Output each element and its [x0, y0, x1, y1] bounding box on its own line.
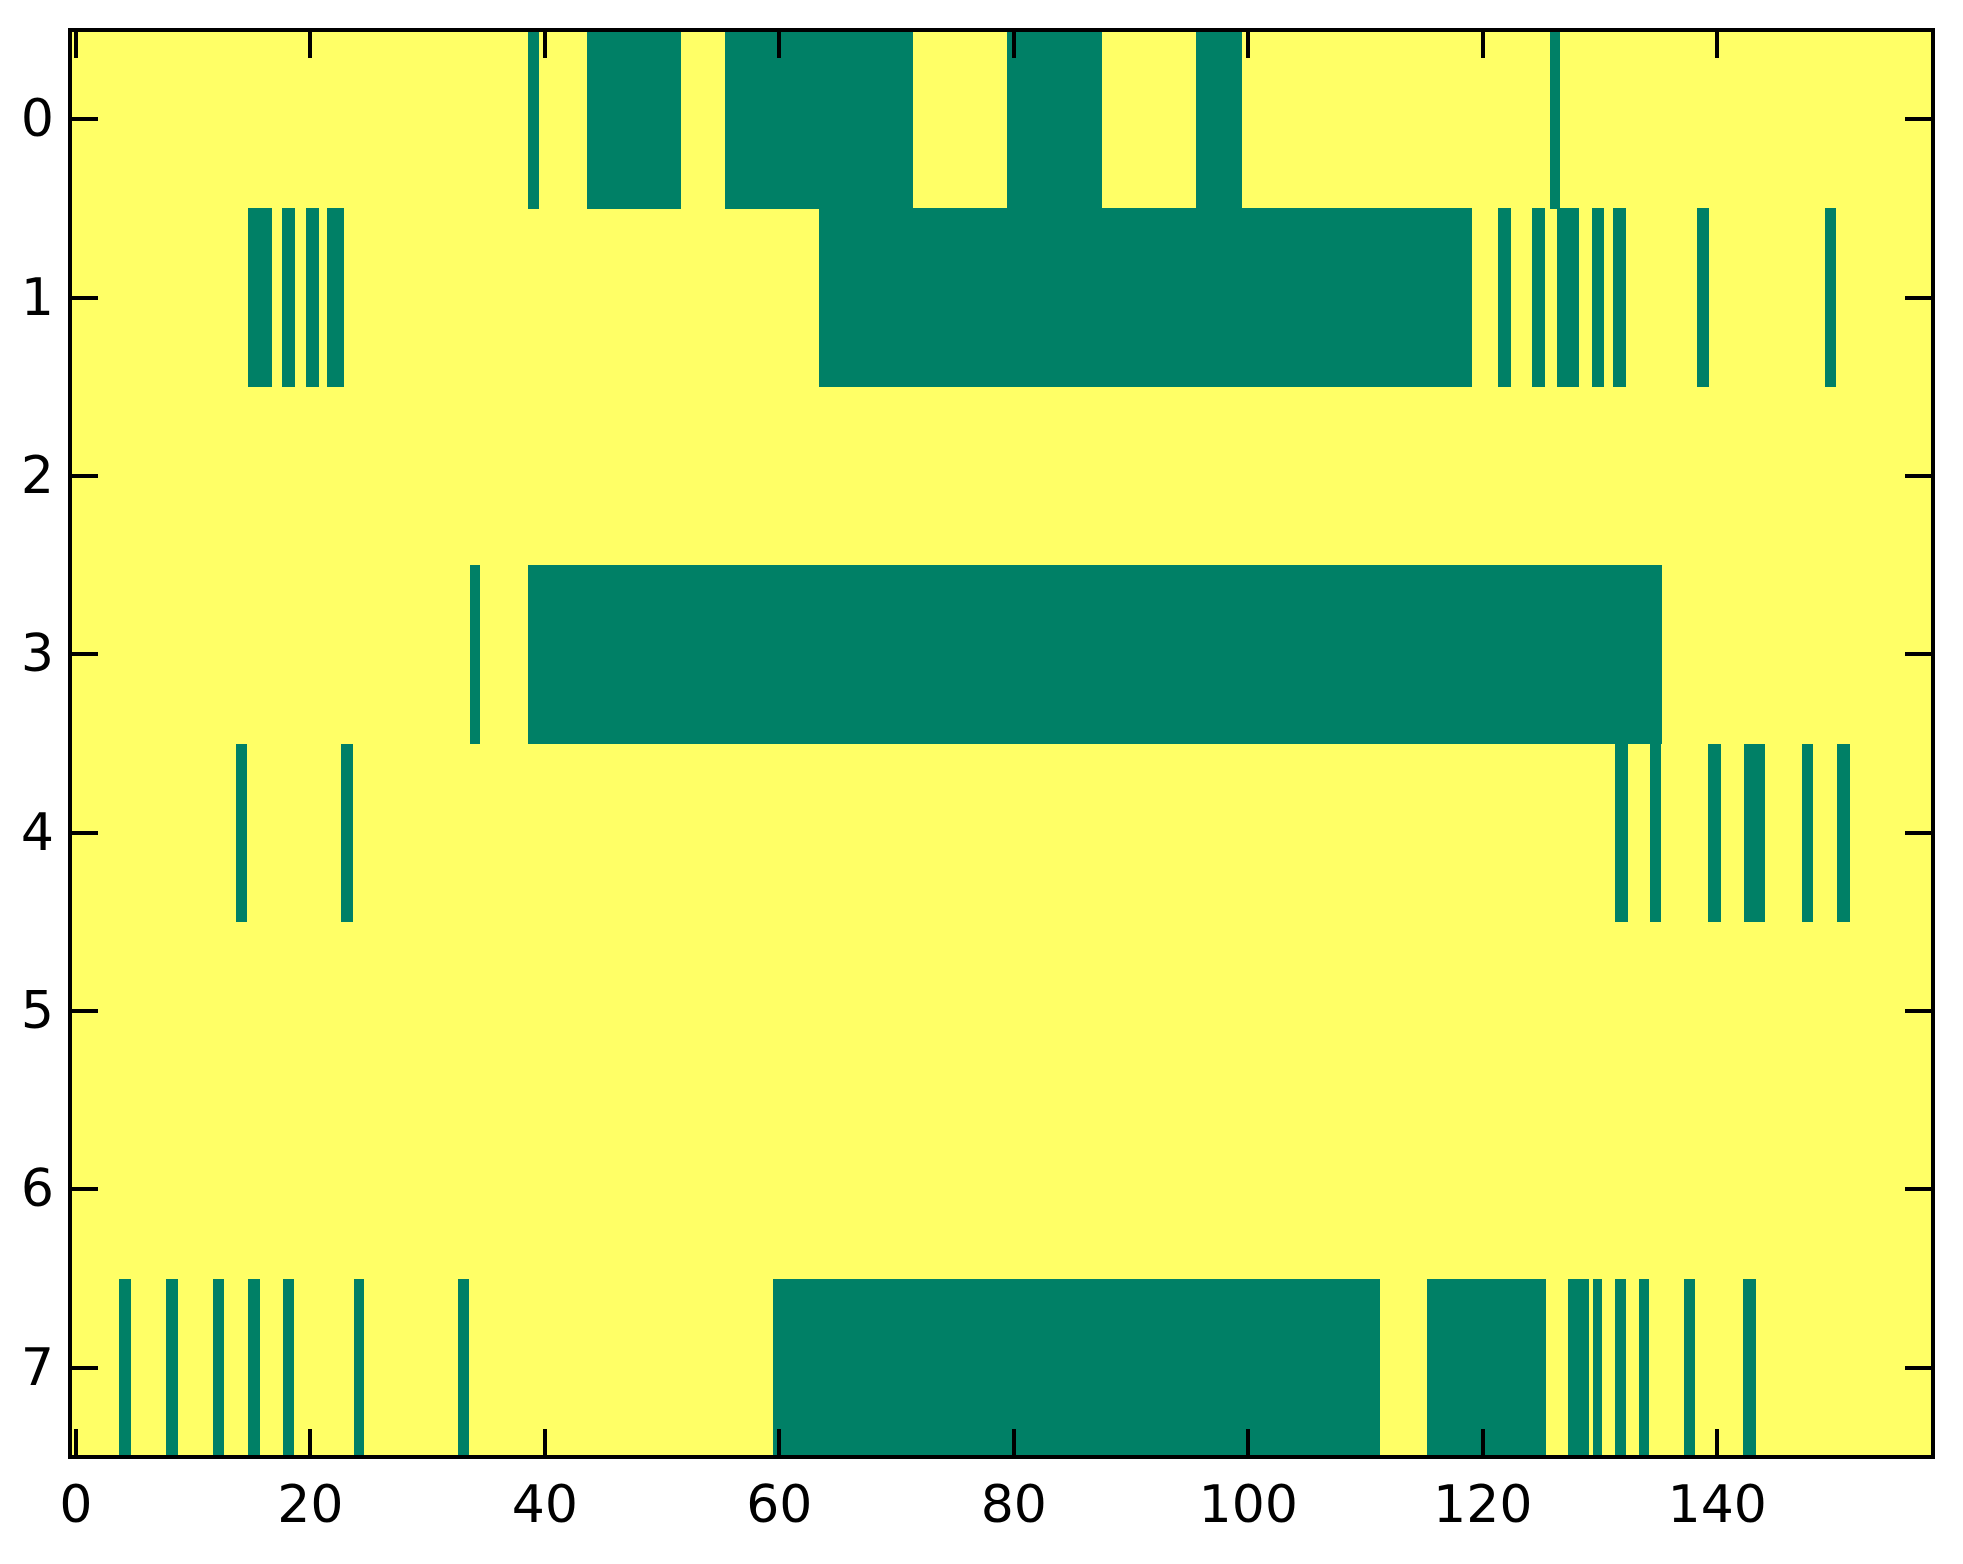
x-tick-label-80: 80	[980, 1475, 1047, 1535]
x-tick-mark-20	[308, 1429, 313, 1457]
x-tick-mark-120	[1480, 1429, 1485, 1457]
heatmap-segment-row4	[1744, 743, 1766, 923]
x-tick-label-60: 60	[746, 1475, 813, 1535]
heatmap-segment-row7	[213, 1278, 224, 1458]
heatmap-segment-row1	[1532, 208, 1545, 388]
heatmap-segment-row1	[305, 208, 319, 388]
x-tick-label-100: 100	[1198, 1475, 1298, 1535]
heatmap-segment-row7	[283, 1278, 294, 1458]
heatmap-segment-row4	[1801, 743, 1814, 923]
heatmap-segment-row0	[725, 30, 913, 209]
heatmap-segment-row7	[1743, 1278, 1756, 1458]
heatmap-segment-row1	[282, 208, 296, 388]
heatmap-segment-row1	[326, 208, 345, 388]
y-tick-mark-6	[1905, 1187, 1933, 1192]
heatmap-segment-row0	[1006, 30, 1102, 209]
x-tick-label-0: 0	[59, 1475, 93, 1535]
heatmap-segment-row4	[340, 743, 353, 923]
y-tick-mark-0	[70, 117, 98, 122]
x-tick-mark-80	[1011, 1429, 1016, 1457]
x-tick-mark-80	[1011, 30, 1016, 58]
heatmap-segment-row7	[248, 1278, 260, 1458]
heatmap-segment-row7	[773, 1278, 1380, 1458]
y-tick-mark-5	[70, 1009, 98, 1014]
heatmap-segment-row0	[587, 30, 681, 209]
heatmap-segment-row7	[1592, 1278, 1603, 1458]
heatmap-segment-row0	[528, 30, 539, 209]
x-tick-mark-40	[542, 30, 547, 58]
x-tick-mark-20	[308, 30, 313, 58]
heatmap-segment-row3	[469, 565, 481, 744]
y-tick-mark-7	[70, 1365, 98, 1370]
x-tick-mark-100	[1246, 1429, 1251, 1457]
heatmap-segment-row1	[1825, 208, 1836, 388]
heatmap-segment-row4	[1615, 743, 1629, 923]
y-tick-mark-4	[1905, 830, 1933, 835]
heatmap-segment-row7	[458, 1278, 469, 1458]
heatmap-segment-row7	[1426, 1278, 1547, 1458]
heatmap-segment-row7	[166, 1278, 178, 1458]
heatmap-segment-row7	[1684, 1278, 1695, 1458]
heatmap-segment-row3	[528, 565, 1663, 744]
heatmap-segment-row7	[353, 1278, 365, 1458]
y-tick-mark-3	[1905, 652, 1933, 657]
x-tick-label-20: 20	[277, 1475, 344, 1535]
heatmap-segment-row1	[1498, 208, 1511, 388]
heatmap-segment-row7	[1638, 1278, 1650, 1458]
heatmap-segment-row7	[1568, 1278, 1590, 1458]
heatmap-segment-row1	[819, 208, 1473, 388]
x-tick-mark-40	[542, 1429, 547, 1457]
y-tick-label-7: 7	[20, 1337, 54, 1398]
heatmap-segment-row1	[1591, 208, 1604, 388]
y-tick-label-2: 2	[20, 445, 54, 506]
x-tick-mark-60	[777, 30, 782, 58]
y-tick-label-5: 5	[20, 981, 54, 1042]
x-tick-mark-60	[777, 1429, 782, 1457]
y-tick-mark-1	[70, 295, 98, 300]
x-tick-mark-120	[1480, 30, 1485, 58]
y-tick-label-4: 4	[20, 802, 54, 863]
y-tick-mark-1	[1905, 295, 1933, 300]
x-tick-mark-0	[73, 1429, 78, 1457]
x-tick-label-120: 120	[1433, 1475, 1533, 1535]
heatmap-segment-row0	[1549, 30, 1561, 209]
y-tick-label-1: 1	[20, 267, 54, 328]
heatmap-segment-row0	[1195, 30, 1243, 209]
y-tick-label-3: 3	[20, 624, 54, 685]
heatmap-segment-row1	[1697, 208, 1710, 388]
y-tick-label-0: 0	[20, 89, 54, 150]
y-tick-mark-3	[70, 652, 98, 657]
x-tick-label-140: 140	[1667, 1475, 1767, 1535]
heatmap-segment-row4	[1650, 743, 1661, 923]
heatmap-segment-row1	[1612, 208, 1626, 388]
heatmap-segment-row1	[248, 208, 272, 388]
y-tick-mark-7	[1905, 1365, 1933, 1370]
x-tick-mark-140	[1715, 30, 1720, 58]
y-tick-mark-4	[70, 830, 98, 835]
heatmap-plot-area	[70, 30, 1933, 1458]
y-tick-mark-2	[70, 473, 98, 478]
x-tick-label-40: 40	[511, 1475, 578, 1535]
x-tick-mark-140	[1715, 1429, 1720, 1457]
heatmap-segment-row4	[236, 743, 248, 923]
x-tick-mark-0	[73, 30, 78, 58]
y-tick-mark-5	[1905, 1009, 1933, 1014]
y-tick-mark-2	[1905, 473, 1933, 478]
x-tick-mark-100	[1246, 30, 1251, 58]
y-tick-label-6: 6	[20, 1159, 54, 1220]
heatmap-segment-row7	[1615, 1278, 1626, 1458]
y-tick-mark-6	[70, 1187, 98, 1192]
heatmap-segment-row4	[1707, 743, 1721, 923]
y-tick-mark-0	[1905, 117, 1933, 122]
heatmap-segment-row1	[1556, 208, 1579, 388]
heatmap-segment-row4	[1836, 743, 1850, 923]
heatmap-segment-row7	[119, 1278, 131, 1458]
